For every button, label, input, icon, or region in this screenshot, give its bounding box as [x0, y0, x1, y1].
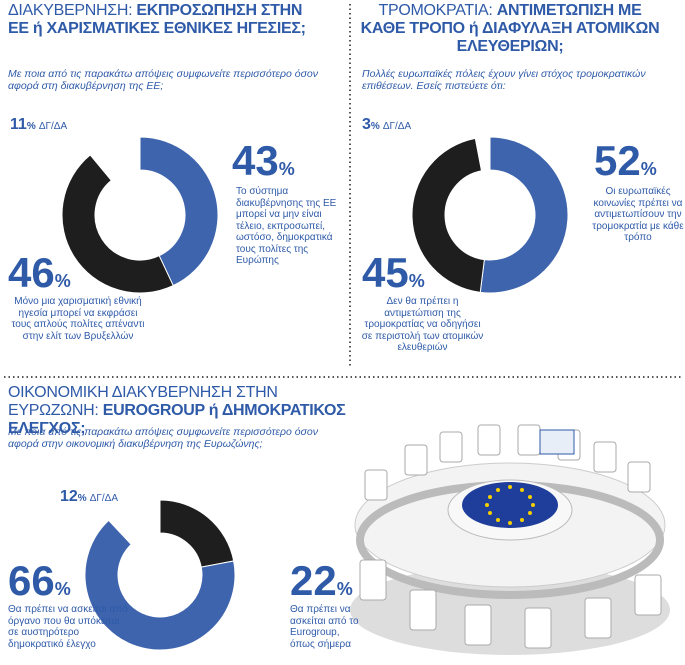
value: 43: [232, 137, 279, 184]
value: 22: [290, 557, 337, 604]
category: ΔΓ/ΔΑ: [382, 121, 412, 132]
unit: %: [278, 159, 295, 179]
unit: %: [336, 579, 353, 599]
title-bold: EUROGROUP ή ΔΗΜΟΚΡΑΤΙΚΟΣ ΕΛΕΓΧΟΣ;: [8, 402, 346, 437]
question: Με ποια από τις παρακάτω απόψεις συμφωνε…: [8, 426, 319, 450]
unit: %: [54, 579, 71, 599]
donut-slice: [84, 519, 236, 651]
title-light: ΔΙΑΚΥΒΕΡΝΗΣΗ:: [8, 2, 133, 19]
unit: %: [640, 159, 657, 179]
value: 11: [10, 116, 27, 133]
unit: %: [54, 271, 71, 291]
value-label: 46%: [8, 252, 71, 302]
title-light: ΤΡΟΜΟΚΡΑΤΙΑ:: [378, 2, 493, 19]
donut-slice: [61, 154, 174, 294]
value-label: 12% ΔΓ/ΔΑ: [60, 488, 118, 506]
donut-slice: [474, 136, 491, 172]
value: 3: [362, 116, 371, 133]
table-illustration: [350, 424, 670, 655]
category: ΔΓ/ΔΑ: [38, 121, 68, 132]
chart-title: ΟΙΚΟΝΟΜΙΚΗ ΔΙΑΚΥΒΕΡΝΗΣΗ ΣΤΗΝ ΕΥΡΩΖΩΝΗ: E…: [8, 384, 368, 438]
chart-title: ΔΙΑΚΥΒΕΡΝΗΣΗ: ΕΚΠΡΟΣΩΠΗΣΗ ΣΤΗΝ ΕΕ ή ΧΑΡΙ…: [8, 2, 308, 38]
unit: %: [77, 493, 87, 504]
category: Οι ευρωπαϊκές κοινωνίες πρέπει να αντιμε…: [592, 186, 684, 243]
chart-title: ΤΡΟΜΟΚΡΑΤΙΑ: ΑΝΤΙΜΕΤΩΠΙΣΗ ΜΕ ΚΑΘΕ ΤΡΟΠΟ …: [360, 2, 660, 56]
value-label: 52%: [594, 140, 657, 190]
donut-slice: [89, 136, 141, 182]
value-label: 43%: [232, 140, 295, 190]
question: Με ποια από τις παρακάτω απόψεις συμφωνε…: [8, 68, 319, 92]
value: 45: [362, 249, 409, 296]
value-label: 45%: [362, 252, 425, 302]
donut-slice: [479, 136, 569, 294]
category: Θα πρέπει να ασκείται από το Eurogroup, …: [290, 604, 359, 650]
category: Θα πρέπει να ασκείται από όργανο που θα …: [8, 604, 128, 650]
value: 12: [60, 488, 78, 505]
question: Πολλές ευρωπαϊκές πόλεις έχουν γίνει στό…: [362, 68, 646, 92]
unit: %: [370, 121, 380, 132]
category: ΔΓ/ΔΑ: [89, 493, 119, 504]
value-label: 3% ΔΓ/ΔΑ: [362, 116, 411, 134]
donut-slice: [107, 499, 161, 546]
value: 66: [8, 557, 55, 604]
donut-slice: [159, 499, 235, 568]
value: 46: [8, 249, 55, 296]
value: 52: [594, 137, 641, 184]
category: Μόνο μια χαρισματική εθνική ηγεσία μπορε…: [11, 296, 145, 342]
donut-slice: [139, 136, 219, 287]
title-bold: ΕΚΠΡΟΣΩΠΗΣΗ ΣΤΗΝ ΕΕ ή ΧΑΡΙΣΜΑΤΙΚΕΣ ΕΘΝΙΚ…: [8, 2, 306, 37]
value-label: 22%: [290, 560, 353, 610]
category: Το σύστημα διακυβέρνησης της ΕΕ μπορεί ν…: [236, 186, 337, 266]
donut-slice: [411, 137, 485, 293]
title-bold: ΑΝΤΙΜΕΤΩΠΙΣΗ ΜΕ ΚΑΘΕ ΤΡΟΠΟ ή ΔΙΑΦΥΛΑΞΗ Α…: [360, 2, 660, 55]
value-label: 66%: [8, 560, 71, 610]
unit: %: [26, 121, 36, 132]
unit: %: [408, 271, 425, 291]
category: Δεν θα πρέπει η αντιμετώπιση της τρομοκρ…: [361, 296, 484, 353]
value-label: 11% ΔΓ/ΔΑ: [10, 116, 67, 134]
title-light: ΟΙΚΟΝΟΜΙΚΗ ΔΙΑΚΥΒΕΡΝΗΣΗ ΣΤΗΝ ΕΥΡΩΖΩΝΗ:: [8, 384, 278, 419]
